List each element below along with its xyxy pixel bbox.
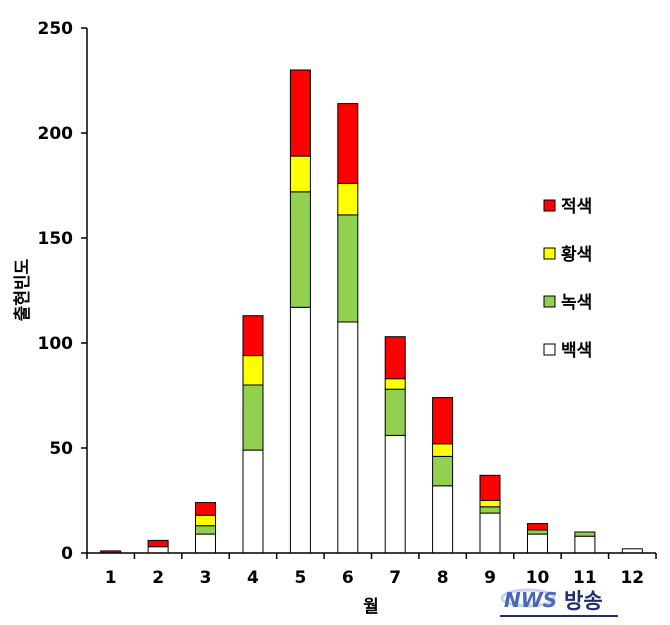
bar-segment-4-2: [242, 355, 264, 386]
bar-segment-3-2: [195, 514, 216, 527]
legend-swatch: [543, 343, 556, 356]
x-tick-label: 6: [342, 568, 354, 588]
bar-segment-2-3: [147, 539, 169, 548]
x-tick-label: 9: [484, 568, 496, 588]
y-tick-label: 150: [38, 229, 74, 249]
bar-segment-3-0: [195, 533, 216, 554]
legend-swatch: [543, 199, 556, 212]
x-tick-label: 1: [105, 568, 117, 588]
legend-label: 녹색: [561, 293, 592, 313]
legend-label: 백색: [561, 341, 592, 361]
logo-swoosh-icon: [500, 588, 556, 608]
bar-segment-8-2: [432, 443, 454, 457]
bar-segment-9-3: [479, 474, 501, 501]
bar-segment-6-2: [337, 182, 359, 216]
legend-label: 황색: [561, 245, 592, 265]
x-tick-label: 3: [200, 568, 212, 588]
bar-segment-9-0: [479, 512, 501, 554]
bar-segment-9-2: [479, 500, 501, 508]
bar-segment-7-1: [384, 388, 406, 436]
y-tick-label: 250: [38, 19, 74, 39]
logo-nws-text: NWS: [504, 588, 557, 612]
bars-group: [100, 69, 643, 554]
bar-segment-2-0: [147, 546, 169, 554]
logo-broadcast-text: 방송: [564, 589, 603, 613]
bar-segment-3-1: [195, 525, 216, 535]
bar-segment-8-0: [432, 485, 454, 554]
bar-segment-4-0: [242, 449, 264, 554]
bar-segment-5-2: [289, 155, 311, 193]
bar-segment-7-0: [384, 434, 406, 554]
x-tick-label: 4: [247, 568, 259, 588]
bar-segment-11-0: [574, 535, 596, 554]
y-tick-label: 200: [38, 124, 74, 144]
bar-segment-10-3: [527, 523, 548, 531]
legend-swatch: [543, 295, 556, 308]
bar-segment-5-1: [289, 191, 311, 308]
bar-segment-10-0: [527, 533, 548, 554]
x-tick-label: 10: [526, 568, 550, 588]
y-ticks-group: 0 50 100 150 200 250: [38, 19, 87, 564]
bar-segment-6-0: [337, 321, 359, 554]
y-tick-label: 100: [38, 334, 74, 354]
bar-segment-11-1: [574, 531, 596, 537]
bar-segment-5-3: [289, 69, 311, 157]
x-axis-title: 월: [363, 597, 379, 617]
bar-segment-5-0: [289, 306, 311, 554]
bar-segment-6-3: [337, 103, 359, 184]
bar-segment-7-3: [384, 336, 406, 380]
bar-segment-4-3: [242, 315, 264, 357]
legend-label: 적색: [561, 197, 592, 217]
bar-segment-6-1: [337, 214, 359, 323]
x-tick-label: 7: [389, 568, 401, 588]
bar-segment-9-1: [479, 506, 501, 514]
bar-segment-3-3: [195, 502, 216, 516]
legend-swatch: [543, 247, 556, 260]
bar-segment-8-3: [432, 397, 454, 445]
nws-broadcast-logo: NWS 방송: [500, 588, 618, 617]
x-tick-label: 12: [620, 568, 644, 588]
bar-segment-4-1: [242, 384, 264, 451]
bar-segment-8-1: [432, 455, 454, 487]
axes-group: [86, 28, 656, 554]
y-tick-label: 0: [61, 544, 73, 564]
y-axis-title: 출현빈도: [13, 258, 33, 321]
x-tick-label: 11: [573, 568, 597, 588]
bar-segment-10-1: [527, 529, 548, 535]
x-ticks-group: 1 2 3 4 5 6 7 8 9 10 11 12: [86, 553, 657, 588]
bar-segment-7-2: [384, 378, 406, 390]
x-tick-label: 5: [294, 568, 306, 588]
x-tick-label: 8: [437, 568, 449, 588]
y-tick-label: 50: [49, 439, 73, 459]
x-tick-label: 2: [152, 568, 164, 588]
